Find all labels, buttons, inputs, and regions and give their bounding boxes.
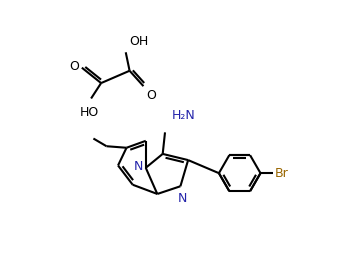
Text: O: O xyxy=(147,89,156,102)
Text: N: N xyxy=(134,160,143,173)
Text: Br: Br xyxy=(274,167,288,180)
Text: OH: OH xyxy=(129,35,148,48)
Text: O: O xyxy=(69,60,79,73)
Text: HO: HO xyxy=(80,106,99,119)
Text: H₂N: H₂N xyxy=(172,109,196,122)
Text: N: N xyxy=(177,192,187,205)
